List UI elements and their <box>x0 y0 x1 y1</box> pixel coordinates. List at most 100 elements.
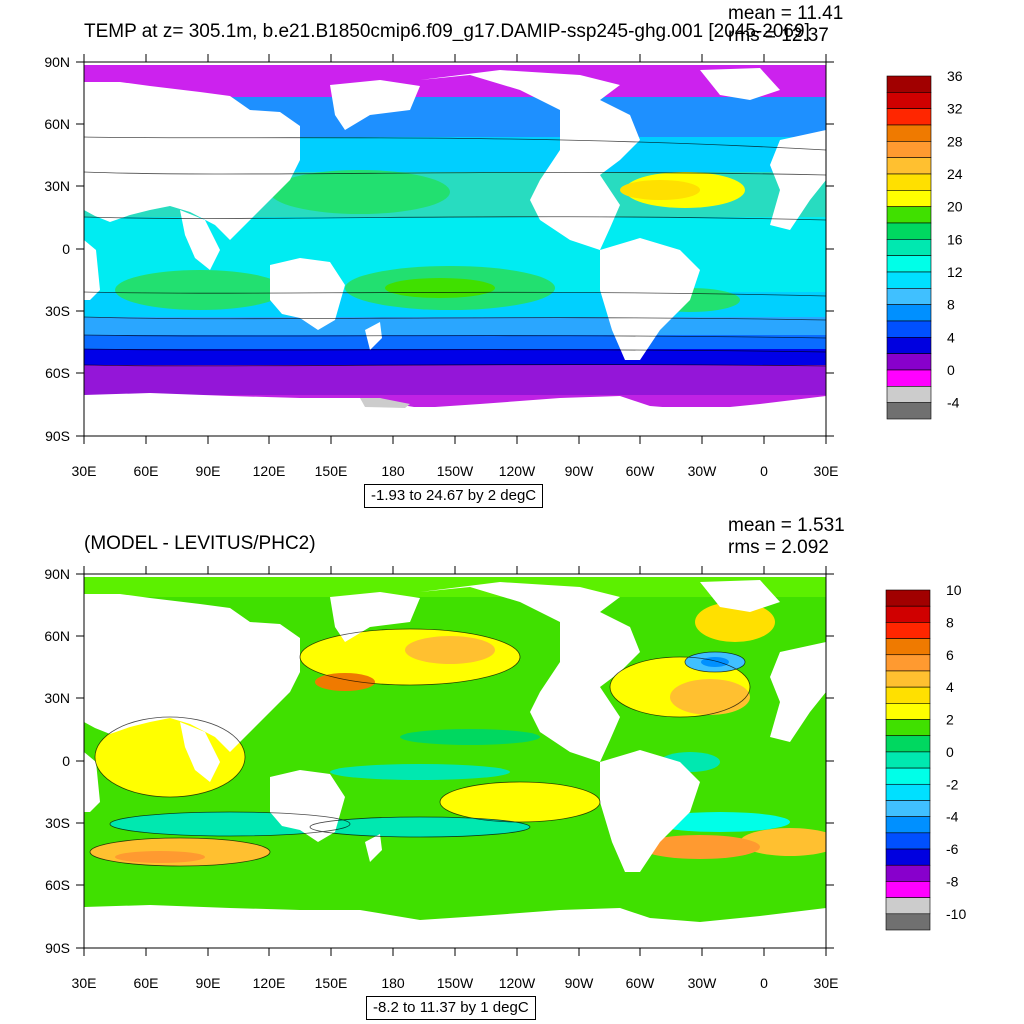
colorbar-label: 36 <box>947 68 963 84</box>
longitude-axis: 30E 60E 90E 120E 150E 180 150W 120W 90W … <box>72 54 839 479</box>
colorbar-swatch <box>886 108 932 126</box>
mean-value: mean = 11.41 <box>728 3 844 24</box>
lon-label: 90E <box>196 975 221 991</box>
temperature-field <box>84 65 826 436</box>
lon-label: 60W <box>626 463 656 479</box>
lon-label: 30E <box>814 463 839 479</box>
lon-label: 90W <box>565 975 595 991</box>
lon-label: 60E <box>134 463 159 479</box>
lon-label: 150E <box>315 463 348 479</box>
colorbar-swatch <box>885 767 931 785</box>
lat-label: 30N <box>44 178 70 194</box>
colorbar: 10 8 6 4 2 0 -2 -4 -6 -8 -10 <box>885 582 966 931</box>
colorbar-label: -8 <box>946 873 959 889</box>
lon-label: 90W <box>565 463 595 479</box>
colorbar-swatch <box>885 751 931 769</box>
colorbar-swatch <box>885 881 931 898</box>
colorbar-label: 8 <box>946 614 954 630</box>
colorbar-label: 24 <box>947 166 963 182</box>
colorbar-swatch <box>886 124 932 142</box>
latitude-axis: 90N 60N 30N 0 30S 60S 90S <box>44 54 834 444</box>
lon-label: 30W <box>688 463 718 479</box>
lat-label: 0 <box>62 753 70 769</box>
colorbar-label: 28 <box>947 133 963 149</box>
lon-label: 0 <box>760 975 768 991</box>
lat-label: 90N <box>44 54 70 70</box>
colorbar-swatch <box>885 783 931 801</box>
colorbar-swatch <box>885 605 931 623</box>
colorbar-swatch <box>885 848 931 866</box>
colorbar-swatch <box>886 288 932 305</box>
lat-label: 0 <box>62 241 70 257</box>
colorbar-swatch <box>886 320 932 338</box>
lon-label: 150W <box>437 463 474 479</box>
colorbar-label: -4 <box>947 395 960 411</box>
colorbar-swatch <box>886 402 932 420</box>
colorbar-swatch <box>885 897 931 915</box>
colorbar-swatch <box>885 703 931 720</box>
lon-label: 120E <box>253 975 286 991</box>
lon-label: 120E <box>253 463 286 479</box>
temperature-map-panel: TEMP at z= 305.1m, b.e21.B1850cmip6.f09_… <box>44 3 963 508</box>
lat-label: 90S <box>45 940 70 956</box>
lon-label: 150W <box>437 975 474 991</box>
lon-label: 120W <box>499 463 536 479</box>
lon-label: 30E <box>72 463 97 479</box>
colorbar-label: -6 <box>946 841 959 857</box>
colorbar-swatch <box>886 337 932 354</box>
lat-label: 60N <box>44 628 70 644</box>
colorbar-label: 12 <box>947 264 963 280</box>
colorbar-swatch <box>886 271 932 289</box>
rms-value: rms = 2.092 <box>728 537 829 558</box>
map-title: (MODEL - LEVITUS/PHC2) <box>84 533 316 554</box>
difference-field <box>84 577 826 948</box>
lon-label: 30W <box>688 975 718 991</box>
lat-label: 30S <box>45 815 70 831</box>
colorbar-swatch <box>886 157 932 175</box>
colorbar-swatch <box>886 369 932 387</box>
lat-label: 30N <box>44 690 70 706</box>
lat-label: 60N <box>44 116 70 132</box>
colorbar-swatch <box>886 75 932 93</box>
rms-value: rms = 12.37 <box>728 25 829 46</box>
colorbar-label: 4 <box>946 679 954 695</box>
map-title: TEMP at z= 305.1m, b.e21.B1850cmip6.f09_… <box>84 21 810 42</box>
temperature-map: 90N 60N 30N 0 30S 60S 90S <box>44 54 963 479</box>
difference-map: 90N 60N 30N 0 30S 60S 90S <box>44 566 966 991</box>
colorbar-label: 20 <box>947 199 963 215</box>
contour-range-box: -1.93 to 24.67 by 2 degC <box>364 484 544 508</box>
lat-label: 60S <box>45 365 70 381</box>
colorbar-swatch <box>885 816 931 834</box>
colorbar-swatch <box>886 173 932 191</box>
colorbar-swatch <box>886 353 932 371</box>
lat-label: 60S <box>45 877 70 893</box>
colorbar-swatch <box>886 304 932 322</box>
colorbar-label: 10 <box>946 582 962 598</box>
colorbar-swatch <box>885 654 931 672</box>
colorbar-swatch <box>885 622 931 639</box>
colorbar-swatch <box>885 735 931 753</box>
colorbar-label: -2 <box>946 776 959 792</box>
mean-value: mean = 1.531 <box>728 515 845 536</box>
lon-label: 120W <box>499 975 536 991</box>
colorbar-swatch <box>886 206 932 224</box>
colorbar-swatch <box>886 386 932 403</box>
colorbar-label: 32 <box>947 101 963 117</box>
lon-label: 60W <box>626 975 656 991</box>
colorbar-swatch <box>885 638 931 656</box>
colorbar-swatch <box>885 864 931 882</box>
colorbar-swatch <box>886 92 932 109</box>
lon-label: 90E <box>196 463 221 479</box>
contour-range-box: -8.2 to 11.37 by 1 degC <box>366 996 536 1020</box>
lon-label: 30E <box>814 975 839 991</box>
lat-label: 90S <box>45 428 70 444</box>
colorbar-swatch <box>886 141 932 158</box>
colorbar: 36 32 28 24 20 16 12 8 4 0 -4 <box>886 68 963 420</box>
colorbar-swatch <box>885 686 931 704</box>
colorbar-swatch <box>885 719 931 737</box>
lon-label: 0 <box>760 463 768 479</box>
colorbar-swatch <box>886 255 932 273</box>
colorbar-swatch <box>885 589 931 607</box>
lon-label: 180 <box>381 975 405 991</box>
latitude-axis: 90N 60N 30N 0 30S 60S 90S <box>44 566 834 956</box>
